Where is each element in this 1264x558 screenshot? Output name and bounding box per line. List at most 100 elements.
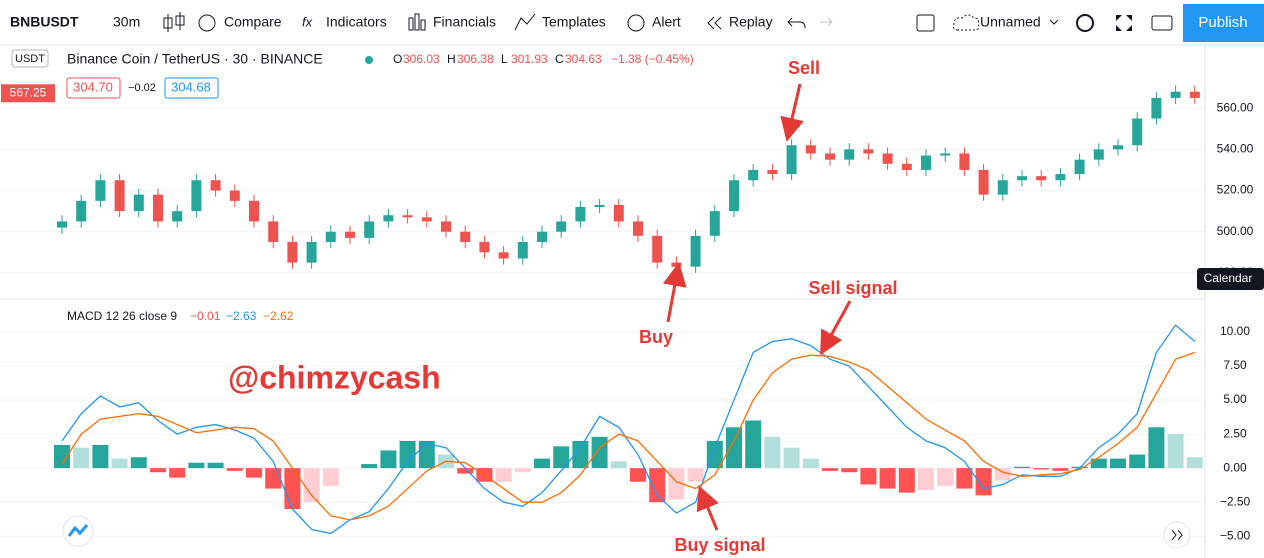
candle-body [1113,145,1123,150]
candle-body [805,145,816,154]
cloud-icon[interactable] [953,14,980,31]
candle-body [498,252,509,259]
snapshot-button[interactable] [1151,15,1173,31]
histogram-bar [457,468,474,474]
histogram-bar [630,468,646,482]
candle-body [1151,97,1162,119]
replay-button[interactable]: Replay [729,14,773,30]
fullscreen-button[interactable] [1116,15,1132,31]
candle-body [767,169,778,175]
undo-button[interactable] [787,17,806,29]
candle-body [287,242,298,263]
alert-icon[interactable] [627,14,645,32]
price-pane [0,85,1205,274]
candle-body [844,149,855,160]
currency-box [11,49,49,68]
chart-type-icon[interactable] [163,12,185,32]
interval[interactable]: 30m [113,14,140,30]
histogram-bar [303,468,320,503]
y-tick-label: 2.50 [1223,426,1247,440]
y-tick-label: −2.50 [1220,494,1251,508]
indicators-button[interactable]: Indicators [326,14,387,30]
financials-icon[interactable] [408,13,426,31]
histogram-bar [706,440,723,469]
y-tick-label: 0.00 [1223,460,1247,474]
templates-icon[interactable] [514,13,536,31]
scroll-button[interactable] [1163,521,1191,549]
publish-label[interactable]: Publish [1198,14,1247,31]
indicators-icon[interactable]: fx [302,14,313,29]
histogram-bar [572,440,589,469]
histogram-bar [1052,468,1069,471]
candle-body [460,231,471,243]
symbol[interactable]: BNBUSDT [10,14,79,30]
histogram-bar [1186,457,1203,469]
y-tick-label: −5.00 [1220,528,1251,542]
settings-button[interactable] [1076,14,1094,32]
histogram-bar [610,461,627,469]
compare-button[interactable]: Compare [224,14,282,30]
histogram-bar [822,468,838,471]
candle-body [537,231,547,243]
annotation-arrow [820,300,852,356]
histogram-bar [937,468,954,486]
histogram-bar [668,468,685,500]
chart-title: Binance Coin / TetherUS · 30 · BINANCE [67,51,323,67]
candle-body [786,145,797,175]
layout-dropdown[interactable] [1049,19,1059,25]
candle-body [652,235,663,263]
candle-body [1132,118,1143,146]
histogram-bar [188,462,205,469]
histogram-bar [265,468,282,489]
buy-box[interactable] [164,77,219,99]
candle-body [1055,174,1066,181]
financials-button[interactable]: Financials [433,14,496,30]
histogram-bar [495,468,512,482]
ohlc-label: L [501,52,508,66]
publish-button[interactable] [1183,4,1264,42]
candle-body [882,153,893,164]
histogram-bar [207,462,224,469]
ohlc-change: −1.38 (−0.45%) [611,52,694,66]
macd-value: −2.63 [226,309,257,323]
candle-body [421,217,432,222]
histogram-bar [246,468,262,478]
last-price: 567.25 [10,85,47,99]
candle-body [729,180,739,212]
candle-body [671,262,682,267]
candle-body [191,180,202,212]
templates-button[interactable]: Templates [542,14,606,30]
ohlc-value: 301.93 [511,52,548,66]
candle-body [940,153,951,156]
candle-body [633,221,643,236]
histogram-bar [918,468,934,490]
redo-button[interactable] [820,17,833,27]
candle-body [978,169,989,195]
alert-button[interactable]: Alert [652,14,681,30]
candle-body [95,180,106,201]
histogram-bar [649,468,666,503]
histogram-bar [860,468,877,485]
ohlc-value: 304.63 [565,52,602,66]
logo-icon [67,524,89,537]
spread: −0.02 [128,82,156,94]
sell-box[interactable] [66,77,121,99]
candle-body [172,211,183,222]
scroll-icon [1171,529,1183,541]
compare-icon[interactable] [198,14,216,32]
macd-line [61,324,1196,535]
buy-price[interactable]: 304.68 [171,79,211,94]
histogram-bar [783,447,800,469]
layout-name[interactable]: Unnamed [980,14,1041,30]
candle-body [383,215,394,222]
sell-price[interactable]: 304.70 [73,79,113,94]
fullscreen-select[interactable] [916,14,935,32]
histogram-bar [841,468,858,473]
annotation-arrow [662,262,687,323]
histogram-bar [764,436,781,469]
histogram-bar [1014,466,1030,469]
macd-pane [0,324,1205,537]
candle-body [133,194,144,212]
replay-icon[interactable] [707,16,722,30]
candle-body [1170,91,1181,98]
